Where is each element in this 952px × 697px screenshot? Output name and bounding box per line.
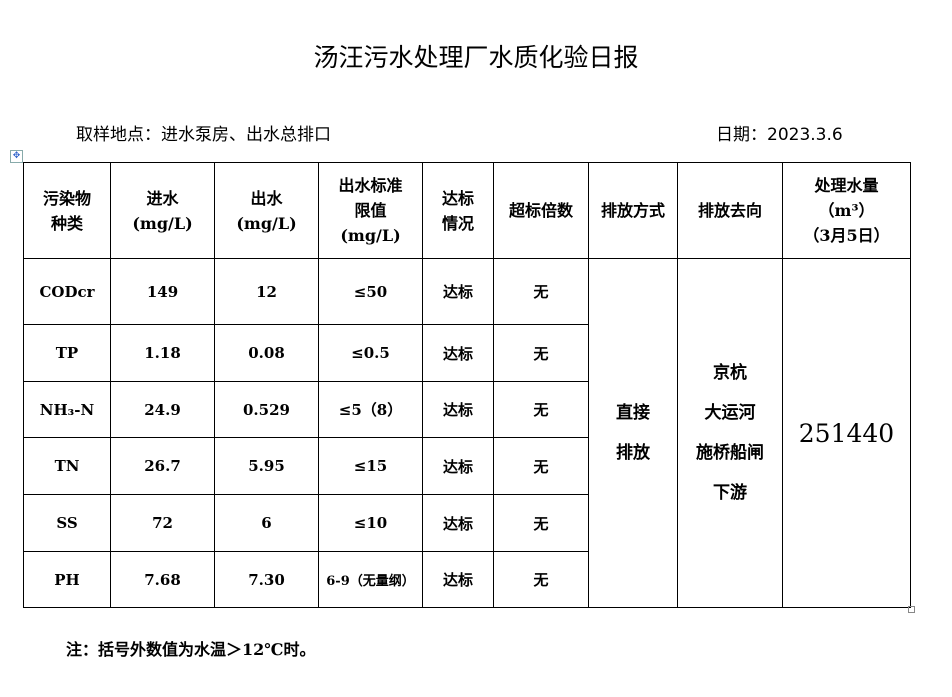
cell-in: 7.68 <box>110 551 215 608</box>
cell-status: 达标 <box>422 437 494 495</box>
cell-exceed: 无 <box>493 494 589 552</box>
cell-out: 7.30 <box>214 551 319 608</box>
cell-pollutant: SS <box>23 494 111 552</box>
water-quality-table: 污染物 种类 进水 (mg/L) 出水 (mg/L) 出水标准 限值 (mg/L) 达标… <box>23 162 911 608</box>
table-row: CODcr 149 12 ≤50 达标无直接 排放 京杭 大运河 施桥船闸 下游 25144… <box>23 258 911 608</box>
column-header: 达标 情况 <box>422 162 494 259</box>
cell-exceed: 无 <box>493 324 589 382</box>
cell-status: 达标 <box>422 494 494 552</box>
report-date: 日期：2023.3.6 <box>716 125 843 145</box>
column-header: 进水 (mg/L) <box>110 162 215 259</box>
cell-status: 达标 <box>422 551 494 608</box>
cell-out: 6 <box>214 494 319 552</box>
cell-limit: ≤15 <box>318 437 423 495</box>
table-row: SS 72 6 ≤10 达标无 <box>23 494 911 552</box>
cell-out: 0.08 <box>214 324 319 382</box>
cell-limit: ≤5（8） <box>318 381 423 438</box>
table-row: TN 26.7 5.95 ≤15 达标无 <box>23 437 911 495</box>
table-row: PH 7.68 7.30 6-9（无量纲） 达标无 <box>23 551 911 608</box>
table-resize-handle[interactable] <box>908 606 915 613</box>
cell-out: 12 <box>214 258 319 325</box>
cell-out: 5.95 <box>214 437 319 495</box>
column-header: 排放去向 <box>677 162 783 259</box>
table-move-handle-icon[interactable]: ✥ <box>10 150 23 163</box>
cell-in: 72 <box>110 494 215 552</box>
cell-exceed: 无 <box>493 381 589 438</box>
column-header: 排放方式 <box>588 162 678 259</box>
cell-exceed: 无 <box>493 258 589 325</box>
column-header: 出水标准 限值 (mg/L) <box>318 162 423 259</box>
discharge-method: 直接 排放 <box>588 258 678 608</box>
column-header: 出水 (mg/L) <box>214 162 319 259</box>
cell-limit: ≤10 <box>318 494 423 552</box>
cell-limit: ≤50 <box>318 258 423 325</box>
cell-limit: ≤0.5 <box>318 324 423 382</box>
cell-status: 达标 <box>422 324 494 382</box>
column-header: 超标倍数 <box>493 162 589 259</box>
cell-in: 24.9 <box>110 381 215 438</box>
discharge-destination: 京杭 大运河 施桥船闸 下游 <box>677 258 783 608</box>
sampling-location: 取样地点：进水泵房、出水总排口 <box>76 125 331 145</box>
page-title: 汤汪污水处理厂水质化验日报 <box>313 43 639 72</box>
table-row: NH₃-N 24.9 0.529 ≤5（8） 达标无 <box>23 381 911 438</box>
cell-pollutant: TN <box>23 437 111 495</box>
cell-pollutant: NH₃-N <box>23 381 111 438</box>
cell-exceed: 无 <box>493 437 589 495</box>
cell-in: 1.18 <box>110 324 215 382</box>
table-row: TP 1.18 0.08 ≤0.5 达标无 <box>23 324 911 382</box>
treated-volume: 251440 <box>782 258 911 608</box>
cell-out: 0.529 <box>214 381 319 438</box>
cell-pollutant: CODcr <box>23 258 111 325</box>
cell-limit: 6-9（无量纲） <box>318 551 423 608</box>
cell-in: 26.7 <box>110 437 215 495</box>
cell-status: 达标 <box>422 258 494 325</box>
footnote: 注：括号外数值为水温＞12℃时。 <box>66 640 316 659</box>
column-header: 处理水量 （m³） （3月5日） <box>782 162 911 259</box>
cell-pollutant: TP <box>23 324 111 382</box>
cell-in: 149 <box>110 258 215 325</box>
column-header: 污染物 种类 <box>23 162 111 259</box>
cell-status: 达标 <box>422 381 494 438</box>
cell-pollutant: PH <box>23 551 111 608</box>
cell-exceed: 无 <box>493 551 589 608</box>
